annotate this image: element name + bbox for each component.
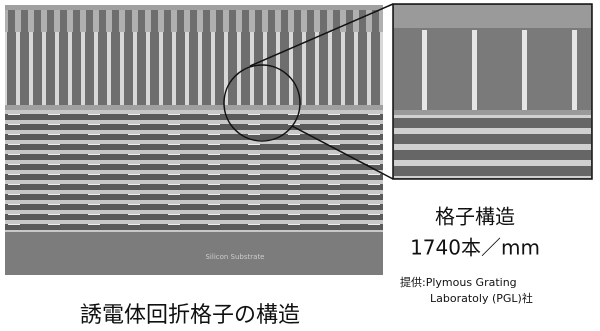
substrate-label: Silicon Substrate xyxy=(205,253,264,261)
substrate xyxy=(5,232,383,275)
credit: 提供:Plymous Grating xyxy=(400,275,517,289)
figure: Silicon Substrate 格子構造 1740本／mm 提供:Plymo… xyxy=(0,0,600,331)
inset-layers xyxy=(394,115,591,178)
inset-teeth xyxy=(394,5,591,115)
credit: Laboratoly (PGL)社 xyxy=(430,291,533,305)
grating-teeth xyxy=(5,5,383,110)
sem-image: Silicon Substrate xyxy=(5,5,383,275)
caption: 誘電体回折格子の構造 xyxy=(80,303,300,328)
dielectric-layers xyxy=(5,110,383,232)
inset-image xyxy=(393,4,592,179)
inset-density: 1740本／mm xyxy=(410,236,540,260)
inset-title: 格子構造 xyxy=(435,205,515,229)
